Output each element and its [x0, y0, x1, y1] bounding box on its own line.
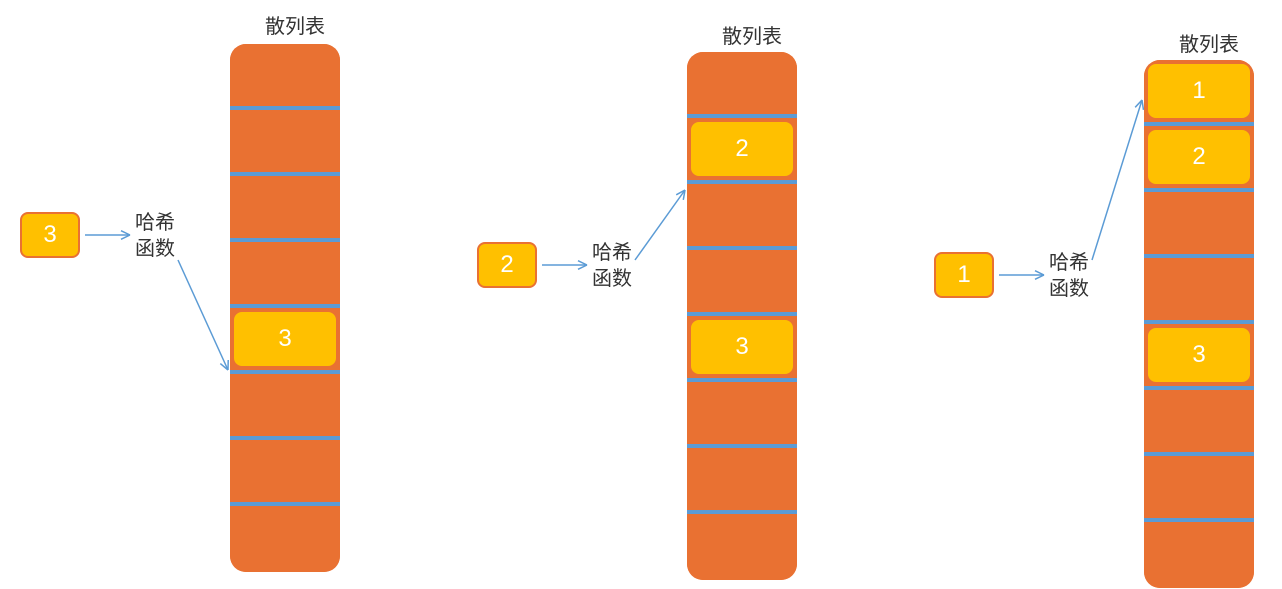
arrow [625, 180, 695, 270]
table-title: 散列表 [245, 10, 345, 39]
table-slot: 2 [687, 118, 797, 184]
filled-slot: 2 [689, 120, 795, 178]
table-slot [1144, 522, 1254, 588]
hash-panel-3: 散列表1231哈希函数 [914, 0, 1282, 589]
table-slot [230, 440, 340, 506]
hash-label-line1: 哈希 [135, 210, 175, 236]
table-slot [687, 52, 797, 118]
filled-slot: 2 [1146, 128, 1252, 186]
table-slot [230, 110, 340, 176]
filled-slot: 3 [1146, 326, 1252, 384]
table-slot [1144, 192, 1254, 258]
table-slot: 3 [1144, 324, 1254, 390]
input-value-box: 2 [477, 242, 537, 288]
hash-table: 3 [230, 44, 340, 572]
table-slot [230, 44, 340, 110]
filled-slot: 1 [1146, 62, 1252, 120]
table-slot: 3 [230, 308, 340, 374]
arrow [75, 225, 140, 245]
table-slot [230, 176, 340, 242]
filled-slot: 3 [232, 310, 338, 368]
arrow [989, 265, 1054, 285]
table-title: 散列表 [1159, 28, 1259, 57]
table-slot [687, 184, 797, 250]
input-value-box: 3 [20, 212, 80, 258]
table-slot [687, 250, 797, 316]
table-slot [230, 374, 340, 440]
table-title: 散列表 [702, 20, 802, 49]
table-slot [687, 448, 797, 514]
table-slot [1144, 456, 1254, 522]
hash-table: 1 2 3 [1144, 60, 1254, 588]
table-slot: 1 [1144, 60, 1254, 126]
hash-label-line2: 函数 [1049, 276, 1089, 302]
table-slot [1144, 258, 1254, 324]
hash-panel-2: 散列表232哈希函数 [457, 0, 884, 589]
arrow [532, 255, 597, 275]
filled-slot: 3 [689, 318, 795, 376]
table-slot [230, 242, 340, 308]
table-slot: 2 [1144, 126, 1254, 192]
table-slot [687, 382, 797, 448]
hash-panel-1: 散列表33哈希函数 [0, 0, 427, 589]
table-slot [230, 506, 340, 572]
arrow [1082, 90, 1152, 270]
hash-table: 23 [687, 52, 797, 580]
table-slot [1144, 390, 1254, 456]
arrow [168, 250, 238, 380]
input-value-box: 1 [934, 252, 994, 298]
table-slot [687, 514, 797, 580]
table-slot: 3 [687, 316, 797, 382]
